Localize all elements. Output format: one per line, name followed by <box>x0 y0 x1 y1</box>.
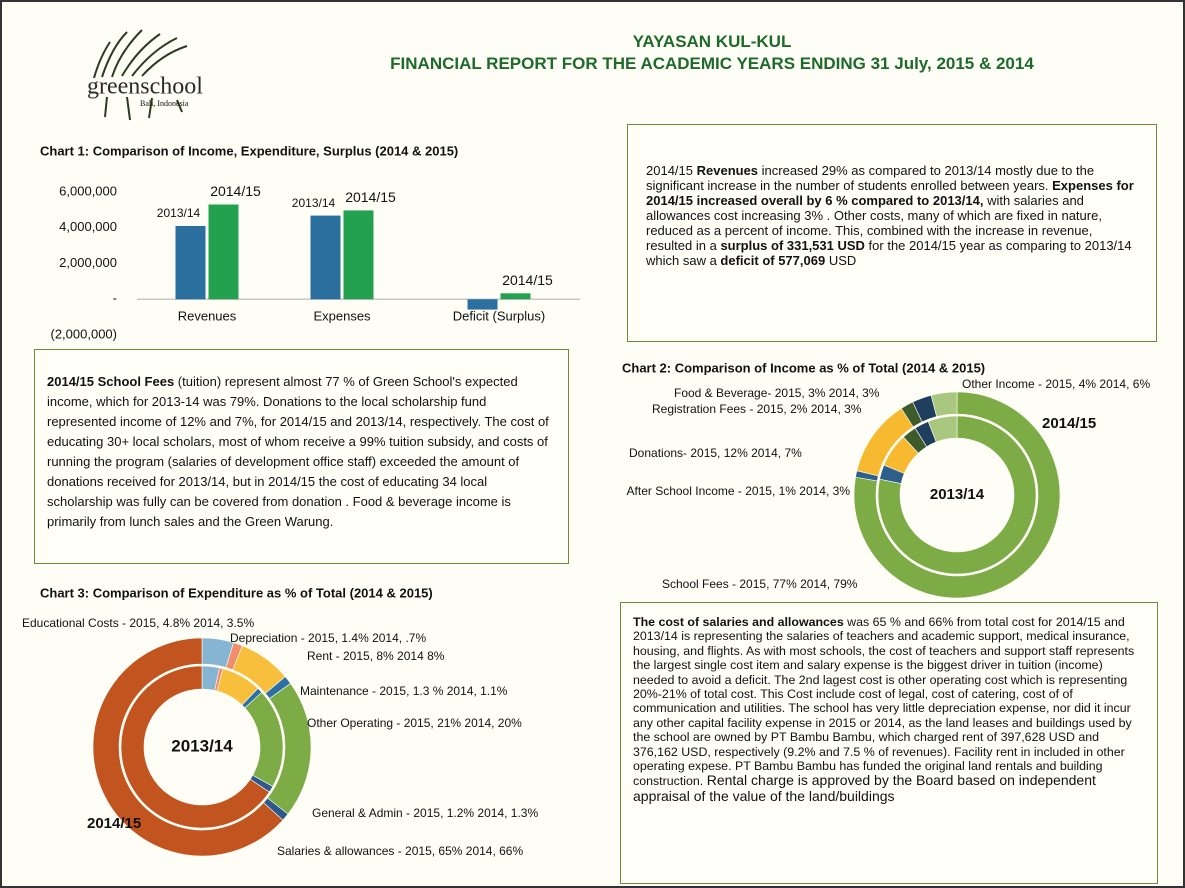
text: with salaries and allowances cost increa… <box>646 193 1102 253</box>
logo-place: Bali, Indonesia <box>140 99 189 108</box>
slice-label: Depreciation - 2015, 1.4% 2014, .7% <box>230 631 426 645</box>
y-tick-label: 2,000,000 <box>59 255 117 270</box>
center-label: 2013/14 <box>930 486 985 503</box>
bar <box>343 210 374 300</box>
text: deficit of 577,069 <box>720 253 826 268</box>
y-tick-label: 4,000,000 <box>59 219 117 234</box>
text: surplus of 331,531 USD <box>720 238 865 253</box>
series-label: 2014/15 <box>210 183 261 199</box>
slice-label: School Fees - 2015, 77% 2014, 79% <box>662 577 858 591</box>
logo-name: greenschool <box>87 74 203 100</box>
report-title: YAYASAN KUL-KUL <box>632 32 792 51</box>
donut-segment <box>120 665 270 829</box>
text: was 65 % and 66% from total cost for 201… <box>633 615 1135 789</box>
text: increased 29% as compared to 2013/14 mos… <box>646 163 1095 193</box>
donut-segment <box>930 391 958 417</box>
bar <box>175 225 206 300</box>
series-label: 2014/15 <box>345 189 396 205</box>
donut-segment <box>853 391 1061 599</box>
summary-box: 2014/15 Revenues increased 29% as compar… <box>627 124 1157 342</box>
y-tick-label: - <box>113 291 117 306</box>
slice-label: Other Income - 2015, 4% 2014, 6% <box>962 377 1150 391</box>
text: Revenues <box>696 163 759 178</box>
y-tick-label: (2,000,000) <box>51 326 118 341</box>
bar <box>208 204 239 300</box>
outer-label: 2014/15 <box>87 815 141 832</box>
slice-label: After School Income - 2015, 1% 2014, 3% <box>627 484 851 498</box>
slice-label: General & Admin - 2015, 1.2% 2014, 1.3% <box>312 806 538 820</box>
text: Rental charge is approved by the Board b… <box>633 772 1096 804</box>
chart-title: Chart 2: Comparison of Income as % of To… <box>622 360 985 375</box>
bar <box>467 299 498 310</box>
slice-label: Maintenance - 2015, 1.3 % 2014, 1.1% <box>300 684 508 698</box>
slice-label: Food & Beverage- 2015, 3% 2014, 3% <box>674 386 880 400</box>
series-label: 2014/15 <box>502 272 553 288</box>
outer-label: 2014/15 <box>1042 415 1096 432</box>
text: The cost of salaries and allowances <box>633 615 844 629</box>
x-tick-label: Deficit (Surplus) <box>453 308 545 323</box>
text: (tuition) represent almost 77 % of Green… <box>47 374 549 529</box>
slice-label: Other Operating - 2015, 21% 2014, 20% <box>307 716 522 730</box>
y-tick-label: 6,000,000 <box>59 183 117 198</box>
chart-title: Chart 1: Comparison of Income, Expenditu… <box>40 143 458 158</box>
slice-label: Educational Costs - 2015, 4.8% 2014, 3.5… <box>22 616 254 630</box>
donut-segment <box>927 415 958 443</box>
text: for the 2014/15 year as comparing to 201… <box>646 238 1132 268</box>
income-box: 2014/15 School Fees (tuition) represent … <box>34 349 569 564</box>
slice-label: Registration Fees - 2015, 2% 2014, 3% <box>652 402 862 416</box>
center-label: 2013/14 <box>171 736 233 755</box>
slice-label: Donations- 2015, 12% 2014, 7% <box>629 446 802 460</box>
expense-box: The cost of salaries and allowances was … <box>620 602 1158 884</box>
series-label: 2013/14 <box>292 196 336 210</box>
donut-segment <box>877 415 1037 575</box>
donut-segment <box>92 637 284 857</box>
slice-label: Rent - 2015, 8% 2014 8% <box>307 649 445 663</box>
report-subtitle: FINANCIAL REPORT FOR THE ACADEMIC YEARS … <box>390 54 1034 73</box>
text: USD <box>825 253 857 268</box>
text: 2014/15 <box>646 163 697 178</box>
chart-title: Chart 3: Comparison of Expenditure as % … <box>40 585 433 600</box>
series-label: 2013/14 <box>157 206 201 220</box>
slice-label: Salaries & allowances - 2015, 65% 2014, … <box>277 844 523 858</box>
logo-grass <box>93 29 188 121</box>
bar <box>310 215 341 300</box>
text: 2014/15 School Fees <box>47 374 175 389</box>
x-tick-label: Expenses <box>313 308 371 323</box>
bar <box>500 293 531 300</box>
x-tick-label: Revenues <box>178 308 237 323</box>
text: Expenses for 2014/15 increased overall b… <box>646 178 1134 208</box>
